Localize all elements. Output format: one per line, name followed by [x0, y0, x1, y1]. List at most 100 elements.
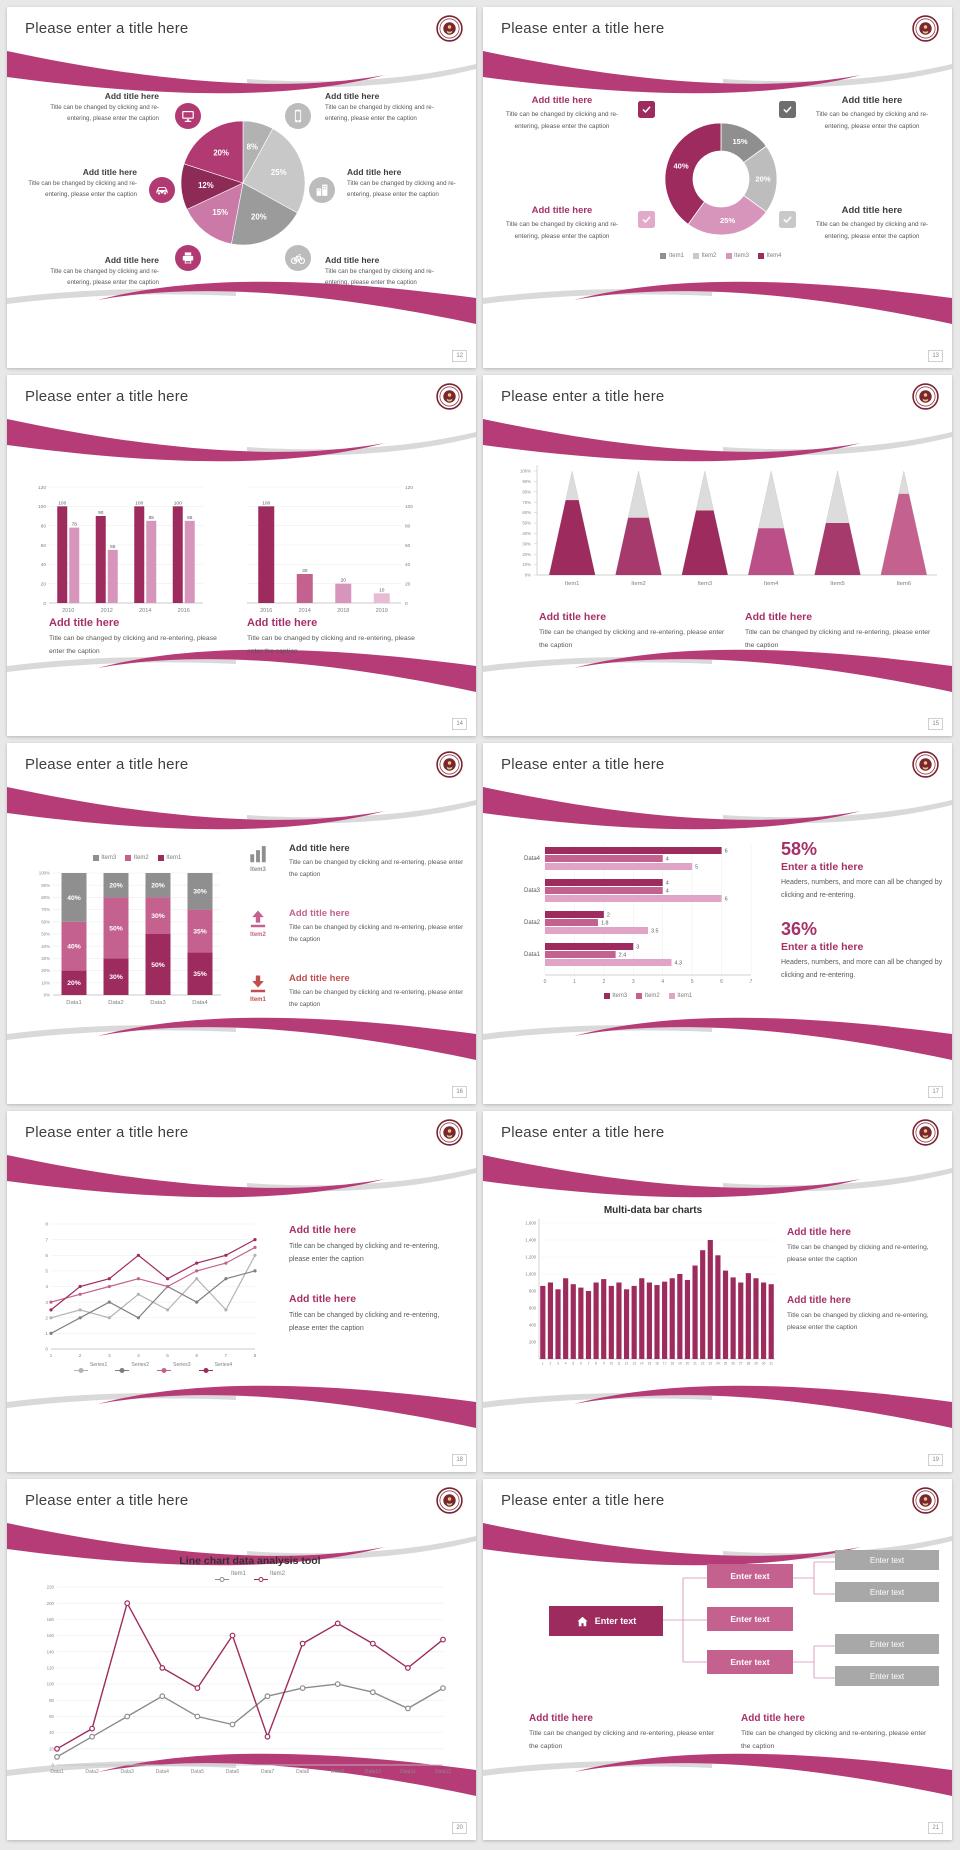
chart-label: 100: [135, 500, 143, 506]
chart-label: 0: [43, 601, 46, 607]
slide-page-17[interactable]: Please enter a title here 0 1 2 3 4 5 6 7 Data4 6 4…: [483, 743, 952, 1104]
legend-label: Item1: [230, 1570, 246, 1577]
chart-label: Data10: [365, 1769, 381, 1775]
slide-page-15[interactable]: Please enter a title here 0% 10% 20% 30% 40% 5…: [483, 375, 952, 736]
chart-label: 2: [79, 1353, 82, 1359]
chart-label: 30: [762, 1362, 766, 1366]
callout-caption: Title can be changed by clicking and re-…: [50, 268, 159, 286]
block-heading: Add title here: [787, 1295, 851, 1306]
callout-caption: Title can be changed by clicking and re-…: [325, 268, 434, 286]
legend-item: Series3: [157, 1361, 191, 1373]
ribbon-decoration: [483, 51, 952, 324]
chart-label: 40%: [67, 895, 81, 902]
chart-label: 20%: [251, 212, 267, 221]
leaf-node: Enter text: [835, 1634, 939, 1654]
chart-title: Line chart data analysis tool: [179, 1555, 321, 1567]
chart-label: 30%: [41, 956, 50, 961]
slide-title: Please enter a title here: [501, 20, 665, 37]
chart-label: 140: [47, 1649, 55, 1654]
legend-item: Series2: [115, 1361, 149, 1373]
chart-label: Data3: [524, 888, 541, 894]
slide-page-13[interactable]: Please enter a title here 15% 20% 25% 40% Ite…: [483, 7, 952, 368]
chart-label: 8: [254, 1353, 257, 1359]
chart-label: 100%: [39, 871, 50, 876]
slide-content: 0% 10% 20% 30% 40% 50% 60% 70% 80% 90% 100% Item1 It…: [483, 375, 952, 736]
slide-page-19[interactable]: Please enter a title here Multi-data bar …: [483, 1111, 952, 1472]
chart-label: 12%: [198, 181, 214, 190]
chart-label: 20: [686, 1362, 690, 1366]
school-logo-icon: [436, 383, 463, 410]
chart-label: 3: [108, 1353, 111, 1359]
legend-label: Item2: [701, 253, 717, 259]
chart-label: 25%: [720, 216, 735, 225]
chart-label: 2: [45, 1315, 48, 1321]
stat-title: Enter a title here: [781, 941, 864, 953]
chart-label: 25%: [271, 168, 287, 177]
chart-label: 100: [405, 504, 413, 510]
chart-label: Data9: [331, 1769, 345, 1775]
page-number: 20: [452, 1822, 467, 1834]
text-block: Add title here Title can be changed by cl…: [289, 973, 465, 1010]
checkbox-icon: [638, 211, 655, 228]
chart-legend: Item1 Item2: [150, 1570, 350, 1582]
chart-label: Data11: [400, 1769, 416, 1775]
slide-page-21[interactable]: Please enter a title here Enter text Enter…: [483, 1479, 952, 1840]
chart-label: 40%: [673, 161, 688, 170]
chart-label: 1.8: [601, 921, 609, 927]
text-block: Add title here Title can be changed by cl…: [741, 1713, 936, 1754]
chart-label: 0: [544, 979, 547, 985]
slide-page-20[interactable]: Please enter a title here Line chart data…: [7, 1479, 476, 1840]
chart-label: 60: [41, 543, 47, 549]
text-block: Add title here Title can be changed by cl…: [289, 843, 465, 880]
block-heading: Add title here: [745, 611, 813, 623]
chart-label: 85: [187, 515, 193, 521]
slide-page-18[interactable]: Please enter a title here 0 1 2 3 4 5 6 7 8 1 2 3 4 5 6…: [7, 1111, 476, 1472]
legend-swatch: [125, 855, 132, 861]
slide-content: 15% 20% 25% 40% Item1 Item2 Item3 Item4 Add titl…: [483, 7, 952, 368]
node-label: Enter text: [869, 1639, 905, 1649]
chart-label: Data2: [524, 920, 541, 926]
chart-label: 30%: [151, 913, 165, 920]
chart-label: 15%: [212, 208, 228, 217]
node-label: Enter text: [730, 1571, 770, 1581]
text-block: Add title here Title can be changed by cl…: [787, 1295, 941, 1334]
legend-item: Series1: [73, 1361, 108, 1373]
chart-label: 90%: [522, 479, 531, 484]
legend-marker: [157, 1361, 171, 1373]
chart-label: 30%: [193, 889, 207, 896]
chart-label: 200: [47, 1601, 55, 1606]
chart-label: 50%: [522, 521, 531, 526]
school-logo-icon: [436, 1487, 463, 1514]
stat-value: 36%: [781, 919, 818, 939]
chart-label: 19: [678, 1362, 682, 1366]
legend-label: Series1: [89, 1361, 108, 1368]
home-icon: [576, 1615, 589, 1628]
text-block: Add title here Title can be changed by cl…: [289, 1293, 461, 1336]
legend-item: Item3: [92, 855, 116, 861]
text-block: Add title here Title can be changed by cl…: [805, 205, 939, 243]
school-logo-icon: [912, 383, 939, 410]
block-caption: Title can be changed by clicking and re-…: [247, 635, 415, 655]
chart-label: 30: [302, 568, 308, 574]
chart-label: 4: [45, 1284, 48, 1290]
text-block: Add title here Title can be changed by cl…: [495, 205, 629, 243]
slide-page-16[interactable]: Please enter a title here 0% 10% 20% 30% 40% 5…: [7, 743, 476, 1104]
chart-label: 20%: [67, 980, 81, 987]
page-number: 19: [928, 1454, 943, 1466]
slide-page-14[interactable]: Please enter a title here 0 20 40 60 80 100 120…: [7, 375, 476, 736]
block-heading: Add title here: [787, 1227, 851, 1238]
chart-label: 2: [607, 913, 610, 919]
chart-label: 0%: [525, 573, 531, 578]
chart-label: 2: [550, 1362, 552, 1366]
slide-content: Enter text Enter text Enter text Enter text…: [483, 1479, 952, 1840]
chart-label: 0%: [44, 993, 50, 998]
chart-title: Multi-data bar charts: [603, 1205, 703, 1216]
chart-label: 20%: [213, 149, 229, 158]
ribbon-decoration: [483, 787, 952, 1060]
school-logo-icon: [912, 1119, 939, 1146]
slide-page-12[interactable]: Please enter a title here 8% 25% 20% 15% 12% 2…: [7, 7, 476, 368]
chart-label: 24: [716, 1362, 720, 1366]
ribbon-decoration: [7, 51, 476, 324]
chart-label: 1: [542, 1362, 544, 1366]
block-caption: Title can be changed by clicking and re-…: [289, 1243, 440, 1264]
